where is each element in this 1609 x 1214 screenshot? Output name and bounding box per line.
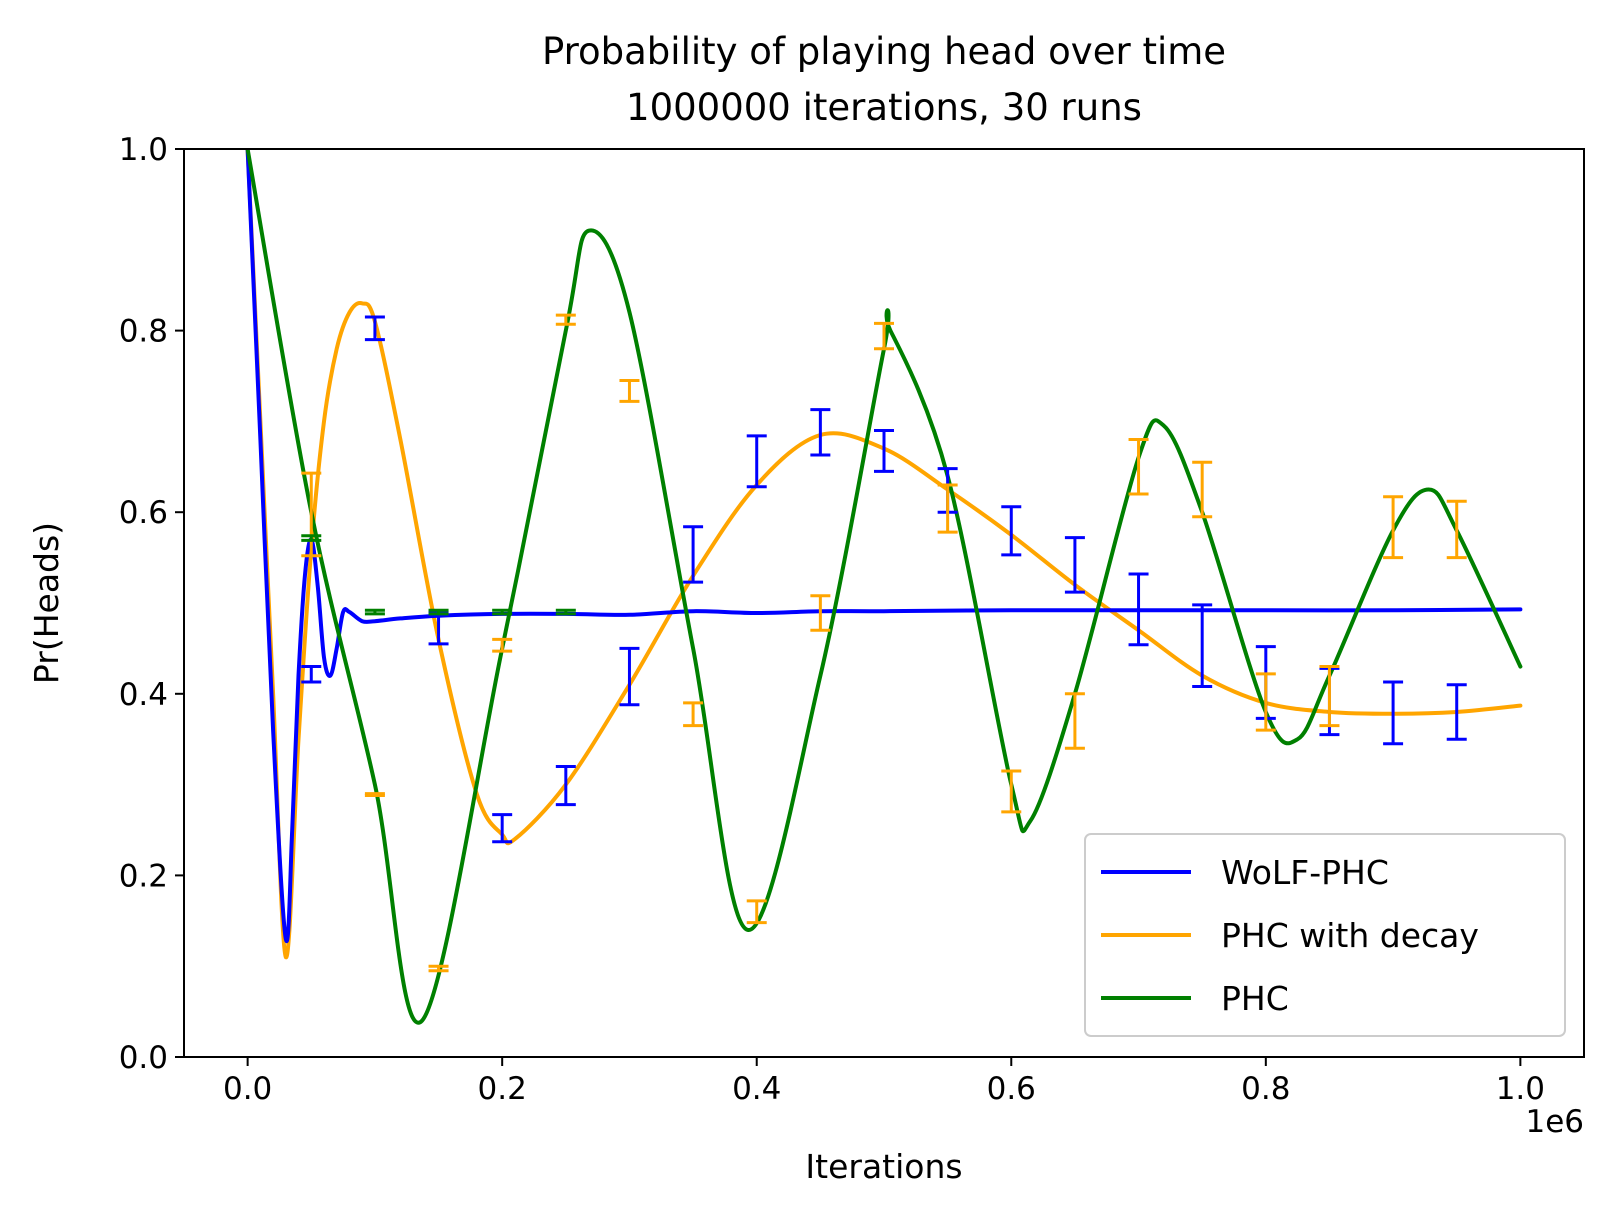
error-bar-phc-with-decay [683, 701, 704, 728]
y-tick-label: 0.2 [119, 858, 168, 894]
x-tick-label: 0.8 [1241, 1071, 1290, 1107]
error-bar-wolf-phc [1383, 680, 1404, 746]
y-tick-label: 0.4 [119, 677, 168, 713]
error-bar-wolf-phc [619, 646, 640, 707]
error-bar-wolf-phc [1001, 505, 1022, 557]
error-bar-phc-with-decay [619, 379, 640, 403]
error-bar-phc-with-decay [1064, 692, 1085, 750]
y-tick-label: 0.6 [119, 495, 168, 531]
error-bar-wolf-phc [1192, 603, 1213, 689]
error-bar-phc-with-decay [492, 637, 513, 653]
error-bar-phc-with-decay [428, 964, 449, 973]
error-bar-wolf-phc [301, 665, 322, 684]
legend: WoLF-PHC PHC with decay PHC [1084, 833, 1566, 1037]
legend-label-wolf-phc: WoLF-PHC [1221, 853, 1389, 892]
error-bar-wolf-phc [1446, 683, 1467, 741]
error-bar-phc [492, 608, 513, 616]
error-bar-phc [301, 534, 322, 542]
error-bar-wolf-phc [810, 408, 831, 457]
error-bar-wolf-phc [683, 525, 704, 584]
error-bar-phc-with-decay [1192, 460, 1213, 519]
legend-label-phc-with-decay: PHC with decay [1221, 916, 1479, 955]
errorbar-layer [301, 313, 1467, 973]
legend-box [1084, 833, 1566, 1037]
series-layer [245, 149, 1523, 1025]
error-bar-phc-with-decay [1255, 672, 1276, 732]
legend-label-phc: PHC [1221, 979, 1289, 1018]
error-bar-phc-with-decay [746, 899, 767, 925]
error-bar-wolf-phc [1064, 536, 1085, 594]
x-tick-label: 0.6 [987, 1071, 1036, 1107]
y-tick-label: 0.0 [119, 1040, 168, 1076]
axes-frame [183, 148, 1585, 1058]
chart-title: Probability of playing head over time [542, 30, 1226, 73]
error-bar-phc-with-decay [937, 483, 958, 534]
error-bar-phc-with-decay [364, 792, 385, 797]
error-bar-phc-with-decay [810, 594, 831, 632]
y-tick-label: 0.8 [119, 314, 168, 350]
error-bar-wolf-phc [1128, 572, 1149, 647]
error-bar-phc [364, 608, 385, 616]
x-tick-label: 0.4 [732, 1071, 781, 1107]
error-bar-phc [555, 608, 576, 616]
y-tick-label: 1.0 [119, 132, 168, 168]
x-tick-label: 1.0 [1496, 1071, 1545, 1107]
error-bar-wolf-phc [874, 428, 894, 473]
x-tick-label: 0.2 [478, 1071, 527, 1107]
error-bar-wolf-phc [364, 315, 385, 342]
x-axis: 0.0 0.2 0.4 0.6 0.8 1.0 [223, 1057, 1545, 1107]
series-line-phc [245, 149, 1523, 1025]
error-bar-phc-with-decay [1319, 665, 1340, 728]
error-bar-wolf-phc [746, 434, 767, 489]
error-bar-wolf-phc [492, 813, 513, 844]
error-bar-phc-with-decay [301, 471, 322, 558]
error-bar-phc-with-decay [1128, 438, 1149, 496]
error-bar-phc [428, 608, 449, 616]
x-axis-label: Iterations [805, 1147, 962, 1186]
y-axis: 0.0 0.2 0.4 0.6 0.8 1.0 [119, 132, 184, 1076]
error-bar-wolf-phc [555, 764, 576, 807]
error-bar-phc-with-decay [1001, 769, 1022, 814]
error-bar-phc-with-decay [1446, 499, 1467, 560]
error-bar-phc-with-decay [874, 321, 894, 351]
series-line-wolf-phc [245, 149, 1523, 944]
y-axis-label: Pr(Heads) [27, 522, 66, 684]
plot-area [245, 149, 1523, 1025]
chart-subtitle: 1000000 iterations, 30 runs [626, 86, 1142, 129]
error-bar-phc-with-decay [555, 313, 576, 326]
x-tick-label: 0.0 [223, 1071, 272, 1107]
x-offset-label: 1e6 [1525, 1104, 1584, 1140]
error-bar-phc-with-decay [1383, 495, 1404, 560]
